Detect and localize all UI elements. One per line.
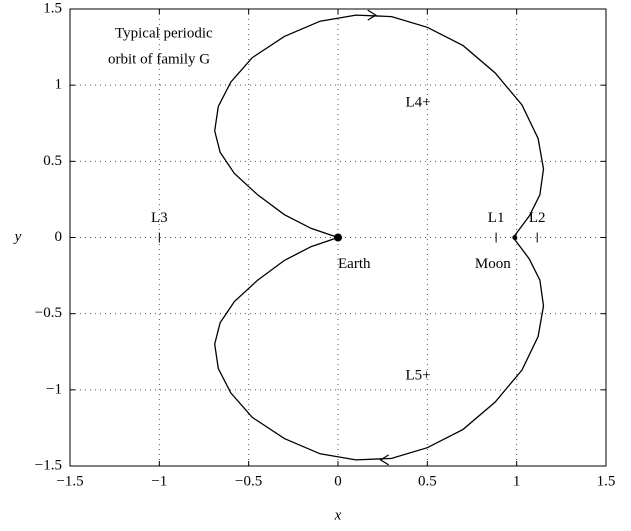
point-label: L3 [151, 210, 168, 226]
y-tick-label: −1 [46, 381, 62, 397]
point-label: Earth [338, 256, 371, 272]
annotation: Typical periodic [115, 25, 213, 41]
point-label: L1 [488, 210, 505, 226]
annotation: orbit of family G [108, 51, 210, 67]
x-tick-label: −0.5 [235, 473, 262, 489]
x-tick-label: 1.5 [597, 473, 616, 489]
y-tick-label: −1.5 [35, 457, 62, 473]
plot-frame [69, 8, 607, 467]
x-axis-label: x [334, 507, 342, 523]
point-label: L2 [529, 210, 546, 226]
y-tick-label: 0 [55, 229, 63, 245]
x-tick-label: 0.5 [418, 473, 437, 489]
annotation: L4+ [405, 94, 430, 110]
x-tick-label: −1 [151, 473, 167, 489]
body-point [334, 233, 342, 242]
y-axis-label: y [13, 229, 22, 245]
y-tick-label: 0.5 [43, 153, 62, 169]
arrow [367, 9, 377, 21]
x-tick-label: 0 [334, 473, 342, 489]
orbit-line [214, 14, 545, 461]
x-tick-label: 1 [513, 473, 521, 489]
y-tick-label: 1 [55, 77, 63, 93]
y-tick-label: 1.5 [43, 0, 62, 16]
y-tick-label: −0.5 [35, 305, 62, 321]
x-tick-label: −1.5 [56, 473, 83, 489]
point-label: Moon [475, 256, 511, 272]
body-point [512, 235, 518, 240]
annotation: L5+ [405, 367, 430, 383]
arrow [379, 454, 389, 466]
